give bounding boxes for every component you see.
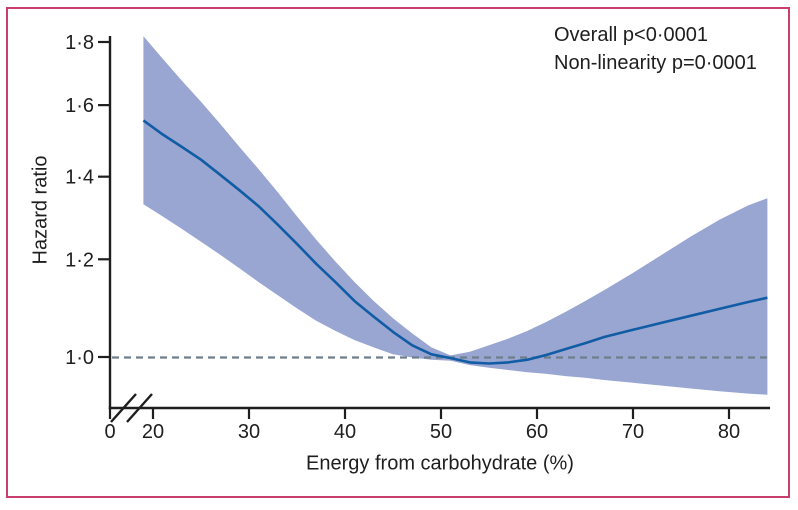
y-tick-label: 1·2	[65, 249, 94, 271]
y-tick-label: 1·6	[65, 95, 94, 117]
x-tick-label: 30	[238, 421, 260, 443]
axis-break-slash-1	[110, 393, 137, 423]
y-tick-label: 1·4	[65, 167, 94, 189]
annotation-nonlinearity-p: Non-linearity p=0·0001	[554, 52, 757, 74]
y-tick-label: 1·8	[65, 32, 94, 54]
x-tick-label: 70	[622, 421, 644, 443]
confidence-band	[143, 36, 768, 395]
x-tick-label: 80	[718, 421, 740, 443]
annotation-overall-p: Overall p<0·0001	[554, 24, 708, 46]
x-tick-label: 20	[142, 421, 164, 443]
y-axis-title: Hazard ratio	[29, 155, 52, 265]
y-tick-label: 1·0	[65, 347, 94, 369]
x-axis-title: Energy from carbohydrate (%)	[306, 452, 574, 475]
x-tick-label: 40	[334, 421, 356, 443]
x-tick-label: 60	[526, 421, 548, 443]
x-tick-label: 0	[104, 421, 115, 443]
hazard-ratio-line	[142, 119, 768, 365]
annotation-block: Overall p<0·0001 Non-linearity p=0·0001	[554, 21, 757, 77]
axis-break-slash-2	[126, 393, 153, 423]
x-tick-label: 50	[430, 421, 452, 443]
